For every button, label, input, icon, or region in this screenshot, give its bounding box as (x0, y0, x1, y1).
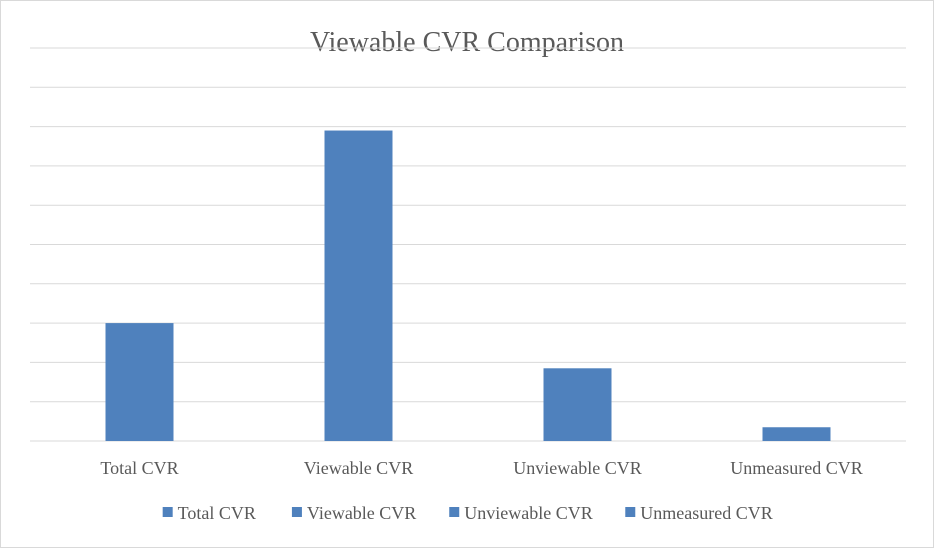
bar-total-cvr (105, 323, 174, 441)
legend-swatch (625, 507, 636, 517)
legend-label: Unmeasured CVR (640, 503, 772, 523)
bar-viewable-cvr (324, 130, 393, 441)
legend-label: Unviewable CVR (464, 503, 592, 523)
x-tick-label: Unviewable CVR (513, 458, 641, 478)
legend-swatch (291, 507, 302, 517)
legend-label: Total CVR (178, 503, 256, 523)
chart-title: Viewable CVR Comparison (310, 27, 624, 58)
legend-swatch (162, 507, 173, 517)
legend-item: Viewable CVR (291, 503, 416, 523)
legend-item: Unviewable CVR (449, 503, 593, 523)
legend-label: Viewable CVR (307, 503, 416, 523)
gridlines (30, 47, 906, 442)
bar-unviewable-cvr (543, 368, 612, 441)
x-tick-label: Viewable CVR (304, 458, 413, 478)
legend-item: Unmeasured CVR (625, 503, 773, 523)
x-tick-label: Total CVR (100, 458, 178, 478)
bar-unmeasured-cvr (762, 427, 831, 441)
x-tick-label: Unmeasured CVR (730, 458, 862, 478)
bars (105, 130, 831, 441)
legend: Total CVR Viewable CVR Unviewable CVR Unmea… (162, 503, 773, 523)
legend-swatch (449, 507, 460, 517)
legend-item: Total CVR (162, 503, 256, 523)
x-tick-labels: Total CVR Viewable CVR Unviewable CVR Unmea… (100, 458, 862, 478)
